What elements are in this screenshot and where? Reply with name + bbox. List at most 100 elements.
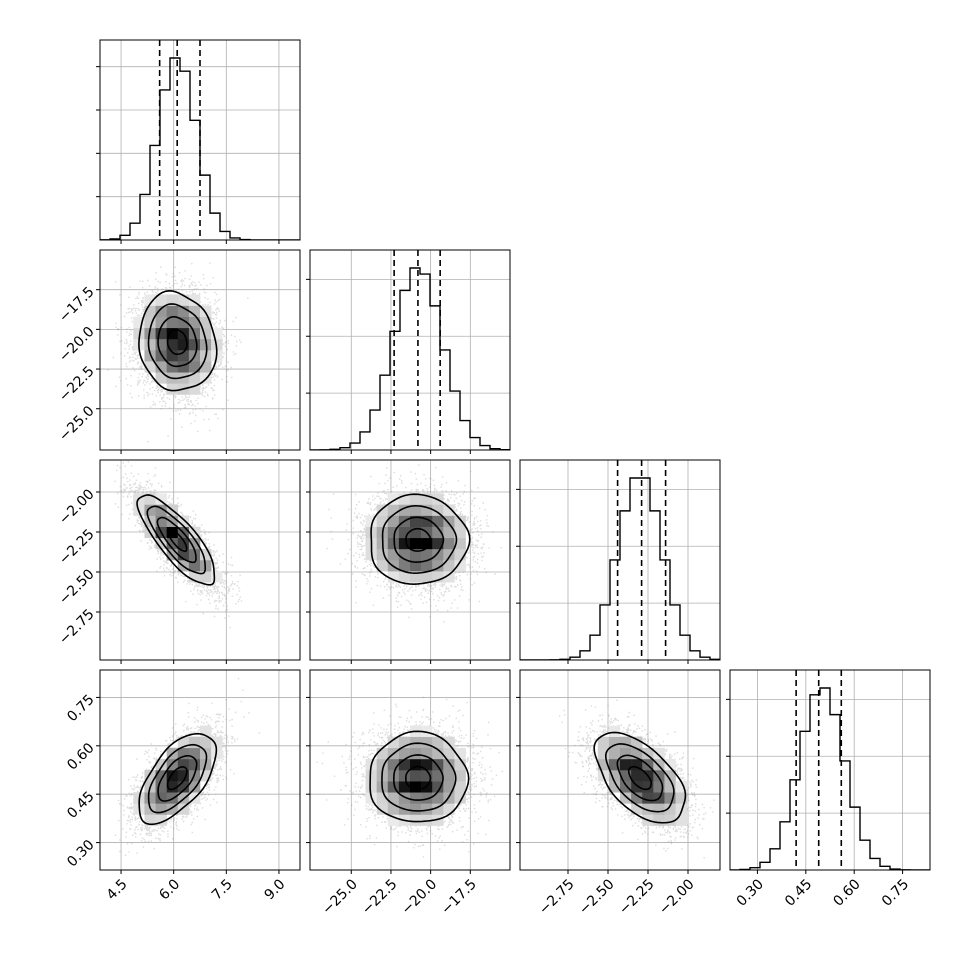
contour-line xyxy=(616,754,664,802)
density-bin xyxy=(398,770,411,782)
density-bin xyxy=(376,758,389,771)
density-bin xyxy=(675,781,687,793)
density-bin xyxy=(166,361,179,373)
y-tick-label: 0.75 xyxy=(64,692,97,725)
density-bin xyxy=(177,305,190,317)
density-bin xyxy=(454,537,466,550)
density-bin xyxy=(631,770,643,782)
density-bin xyxy=(631,736,643,749)
x-tick-label: −17.5 xyxy=(438,876,480,918)
contour-line xyxy=(166,328,188,356)
density-bin xyxy=(155,781,167,793)
density-bin xyxy=(177,747,190,760)
panel-frame xyxy=(729,669,931,871)
scatter-panel-3-0 xyxy=(100,670,300,870)
density-bin xyxy=(200,305,212,317)
density-bin xyxy=(432,736,444,749)
density-bin xyxy=(608,758,621,771)
density-bin xyxy=(421,560,433,572)
density-bin xyxy=(410,736,422,749)
density-bin xyxy=(365,781,377,793)
density-bin xyxy=(200,361,212,373)
density-bin xyxy=(631,747,643,760)
density-bin xyxy=(421,758,433,771)
density-bin xyxy=(454,560,466,572)
density-bin xyxy=(387,504,400,516)
density-bin xyxy=(188,571,201,583)
contour-line xyxy=(147,303,208,380)
panel-frame xyxy=(99,459,301,661)
density-bin xyxy=(211,571,223,583)
density-bin xyxy=(608,770,621,782)
y-tick-label: −20.0 xyxy=(56,324,98,366)
density-bin xyxy=(144,770,156,782)
panel-frame xyxy=(309,249,511,451)
density-bin xyxy=(443,736,455,749)
density-bin xyxy=(188,316,201,329)
density-bin xyxy=(200,571,212,583)
density-bin xyxy=(454,758,466,771)
contour-line xyxy=(157,754,198,802)
density-bin xyxy=(155,338,167,351)
density-bin xyxy=(608,736,621,749)
density-bin xyxy=(376,548,389,561)
density-bin xyxy=(166,327,179,340)
density-bin xyxy=(177,350,190,362)
density-bin xyxy=(443,770,455,782)
density-bin xyxy=(387,781,400,793)
density-bin xyxy=(454,792,466,804)
density-bin xyxy=(642,792,654,804)
density-bin xyxy=(432,560,444,572)
contour-line xyxy=(627,765,653,791)
x-tick-label: −2.00 xyxy=(656,876,698,918)
density-bin xyxy=(454,526,466,539)
density-bin xyxy=(398,571,411,583)
density-bin xyxy=(144,792,156,804)
contour-line xyxy=(393,516,445,563)
density-bin xyxy=(410,548,422,561)
density-bin xyxy=(188,758,201,771)
y-tick-label: −25.0 xyxy=(56,403,98,445)
density-bin xyxy=(166,526,179,539)
contour-line xyxy=(136,494,216,586)
contour-line xyxy=(147,743,208,814)
density-bin xyxy=(642,747,654,760)
density-bin xyxy=(454,747,466,760)
contour-line xyxy=(156,516,197,564)
density-bin xyxy=(432,814,444,826)
density-bin xyxy=(166,770,179,782)
panel-frame xyxy=(519,459,721,661)
density-bin xyxy=(387,571,400,583)
panel-frame xyxy=(309,669,511,871)
density-bin xyxy=(188,560,201,572)
density-bin xyxy=(454,515,466,527)
hist-panel-0 xyxy=(96,40,300,240)
hist-panel-2 xyxy=(516,460,720,660)
density-bin xyxy=(177,736,190,749)
histogram-step xyxy=(730,687,930,870)
y-tick-label: 0.60 xyxy=(64,740,97,773)
density-bin xyxy=(144,305,156,317)
scatter-panel-3-1 xyxy=(310,670,510,870)
density-bin xyxy=(144,361,156,373)
x-tick-label: −20.0 xyxy=(399,876,441,918)
density-bin xyxy=(177,770,190,782)
density-bin xyxy=(387,736,400,749)
density-bin xyxy=(200,725,212,737)
density-bin xyxy=(421,493,433,505)
density-bin xyxy=(387,792,400,804)
density-bin xyxy=(144,504,156,516)
density-bin xyxy=(675,814,687,826)
density-bin xyxy=(200,548,212,561)
density-bin xyxy=(620,792,632,804)
density-bin xyxy=(443,560,455,572)
density-bin xyxy=(410,792,422,804)
scatter-panel-2-1 xyxy=(310,460,510,660)
panel-frame xyxy=(519,669,721,871)
y-tick-label: −2.75 xyxy=(56,606,98,648)
density-bin xyxy=(631,792,643,804)
density-bin xyxy=(608,725,621,737)
density-bin xyxy=(421,537,433,550)
density-bin xyxy=(432,758,444,771)
density-bin xyxy=(653,770,665,782)
